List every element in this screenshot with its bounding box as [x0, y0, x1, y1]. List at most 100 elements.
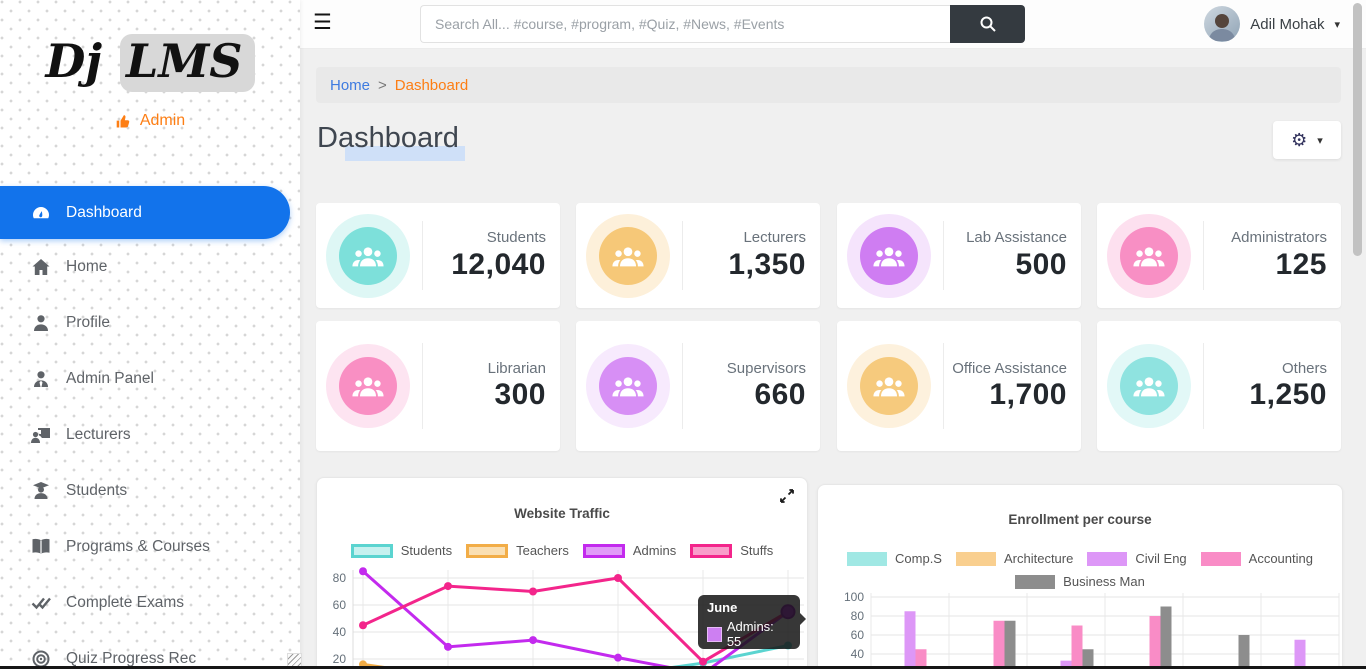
breadcrumb-home-link[interactable]: Home: [330, 76, 371, 94]
sidebar-item-admin-panel[interactable]: Admin Panel: [0, 351, 300, 407]
stat-icon-halo: [326, 344, 410, 428]
stat-icon-halo: [1107, 344, 1191, 428]
divider: [1203, 343, 1204, 429]
data-point[interactable]: [529, 587, 537, 596]
gear-icon: ⚙: [1291, 130, 1308, 150]
stat-label: Students: [486, 229, 546, 247]
legend-label: Architecture: [1003, 551, 1074, 566]
legend-item-stuffs[interactable]: Stuffs: [690, 543, 773, 558]
tooltip-value: Admins: 55: [726, 619, 774, 649]
topbar: ☰ Adil Mohak ▾: [300, 0, 1366, 49]
bar-business-man[interactable]: [1160, 606, 1172, 669]
svg-text:80: 80: [851, 609, 865, 623]
data-point[interactable]: [614, 653, 622, 662]
data-point[interactable]: [699, 657, 707, 666]
sidebar-item-students[interactable]: Students: [0, 463, 300, 519]
sidebar-item-complete-exams[interactable]: Complete Exams: [0, 575, 300, 631]
hamburger-menu-icon[interactable]: ☰: [313, 11, 332, 34]
search-input[interactable]: [420, 5, 950, 43]
sidebar-item-quiz-progress[interactable]: Quiz Progress Rec: [0, 631, 300, 669]
settings-dropdown-button[interactable]: ⚙ ▾: [1273, 121, 1341, 159]
search-icon: [980, 16, 996, 32]
data-point[interactable]: [359, 567, 367, 576]
stat-icon-halo: [1107, 213, 1191, 298]
users-icon: [1120, 226, 1178, 285]
bar-business-man[interactable]: [1004, 620, 1016, 669]
bar-accounting[interactable]: [1149, 616, 1161, 669]
breadcrumb-current: Dashboard: [394, 76, 469, 94]
breadcrumb-separator: >: [378, 76, 387, 94]
legend-label: Students: [400, 543, 453, 558]
breadcrumb: Home > Dashboard: [316, 67, 1341, 103]
legend-label: Stuffs: [740, 543, 774, 558]
svg-text:60: 60: [333, 598, 347, 612]
legend-item-accounting[interactable]: Accounting: [1200, 551, 1313, 566]
legend-item-architecture[interactable]: Architecture: [955, 551, 1074, 566]
expand-icon[interactable]: [779, 488, 795, 509]
data-point[interactable]: [444, 642, 452, 651]
data-point[interactable]: [614, 574, 622, 582]
divider: [422, 220, 423, 291]
svg-text:60: 60: [851, 628, 865, 642]
legend-swatch: [466, 543, 509, 558]
divider: [422, 343, 423, 429]
bar-civil-eng[interactable]: [1294, 639, 1306, 669]
legend-item-admins[interactable]: Admins: [582, 543, 677, 558]
divider: [682, 220, 683, 291]
text-selection-highlight: [345, 146, 465, 161]
user-icon: [34, 315, 48, 331]
legend-label: Accounting: [1248, 551, 1313, 566]
legend-item-business-man[interactable]: Business Man: [1015, 574, 1145, 589]
legend-label: Comp.S: [895, 551, 942, 566]
sidebar-item-home[interactable]: Home: [0, 239, 300, 295]
sidebar-item-lecturers[interactable]: Lecturers: [0, 407, 300, 463]
line-series-students: [363, 644, 789, 669]
legend-swatch: [690, 543, 733, 558]
line-chart-legend: Students Teachers Admins Stuffs: [317, 543, 807, 558]
sidebar-item-label: Lecturers: [66, 426, 131, 443]
legend-item-students[interactable]: Students: [350, 543, 453, 558]
users-icon: [339, 357, 397, 415]
sidebar-item-label: Profile: [66, 314, 110, 331]
legend-label: Teachers: [516, 543, 569, 558]
search-form: [420, 5, 1025, 43]
user-graduate-icon: [33, 482, 49, 499]
sidebar-item-programs-courses[interactable]: Programs & Courses: [0, 519, 300, 575]
stat-label: Office Assistance: [952, 359, 1067, 377]
users-icon: [339, 226, 397, 285]
legend-item-comp-s[interactable]: Comp.S: [847, 551, 942, 566]
sidebar-item-label: Dashboard: [66, 203, 142, 221]
sidebar-item-dashboard[interactable]: Dashboard: [0, 186, 290, 239]
stat-label: Lab Assistance: [966, 229, 1067, 247]
sidebar: Dj LMS Admin Dashboard Home: [0, 0, 302, 669]
home-icon: [32, 259, 50, 275]
legend-item-civil-eng[interactable]: Civil Eng: [1087, 551, 1187, 566]
sidebar-item-profile[interactable]: Profile: [0, 295, 300, 351]
search-button[interactable]: [950, 5, 1025, 43]
bar-accounting[interactable]: [915, 649, 927, 669]
stat-icon-halo: [847, 213, 931, 298]
stat-icon-halo: [586, 213, 670, 298]
bar-accounting[interactable]: [993, 620, 1005, 669]
bar-accounting[interactable]: [1071, 625, 1083, 669]
legend-label: Admins: [632, 543, 677, 558]
legend-swatch: [350, 543, 393, 558]
line-series-stuffs: [362, 576, 789, 664]
user-menu[interactable]: Adil Mohak ▾: [1204, 6, 1340, 42]
stat-card-office-assistance: Office Assistance 1,700: [837, 321, 1081, 451]
stat-card-students: Students 12,040: [316, 203, 560, 308]
data-point[interactable]: [359, 621, 367, 630]
legend-swatch: [1015, 574, 1056, 589]
legend-item-teachers[interactable]: Teachers: [466, 543, 569, 558]
sidebar-item-label: Complete Exams: [66, 594, 185, 611]
bar-civil-eng[interactable]: [904, 611, 916, 669]
bar-business-man[interactable]: [1238, 635, 1250, 669]
app-logo[interactable]: Dj LMS: [0, 34, 300, 92]
bar-business-man[interactable]: [1082, 649, 1094, 669]
data-point[interactable]: [444, 582, 452, 591]
stat-icon-halo: [847, 344, 931, 428]
user-tie-icon: [34, 371, 48, 387]
bar-civil-eng[interactable]: [1060, 660, 1072, 669]
data-point[interactable]: [529, 636, 537, 645]
page-scrollbar-thumb[interactable]: [1353, 3, 1362, 256]
